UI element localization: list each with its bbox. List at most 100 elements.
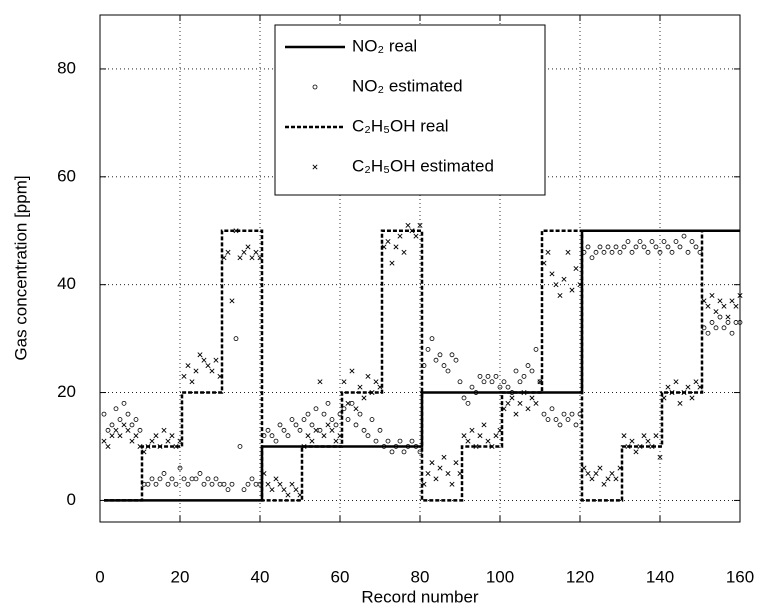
marker	[381, 244, 387, 250]
marker	[293, 422, 299, 428]
marker	[149, 438, 155, 444]
marker	[689, 239, 695, 244]
marker	[657, 249, 663, 255]
marker	[669, 249, 675, 255]
marker	[129, 438, 135, 444]
marker	[105, 443, 111, 450]
marker	[661, 395, 667, 401]
marker	[241, 487, 247, 493]
marker	[341, 379, 347, 385]
marker	[273, 476, 279, 482]
marker	[369, 417, 375, 422]
marker	[241, 249, 247, 255]
marker	[593, 470, 599, 476]
marker	[585, 244, 591, 250]
marker	[597, 465, 603, 471]
marker	[725, 320, 731, 325]
marker	[541, 411, 547, 417]
marker	[497, 384, 503, 390]
marker	[489, 443, 495, 450]
marker	[441, 454, 447, 460]
marker	[693, 379, 699, 385]
marker	[117, 433, 123, 439]
marker	[297, 492, 303, 498]
x-tick-label: 140	[646, 567, 674, 586]
marker	[697, 384, 703, 390]
marker	[337, 433, 343, 439]
marker	[157, 476, 163, 482]
marker	[181, 373, 187, 379]
x-tick-label: 160	[726, 567, 754, 586]
marker	[165, 481, 171, 487]
marker	[213, 476, 219, 482]
marker	[605, 244, 611, 250]
marker	[341, 406, 347, 412]
y-tick-label: 80	[57, 58, 76, 77]
marker	[113, 406, 119, 412]
marker	[385, 239, 391, 245]
marker	[121, 400, 127, 406]
marker	[193, 368, 199, 374]
marker	[329, 417, 335, 422]
marker	[677, 400, 683, 406]
marker	[301, 443, 307, 450]
marker	[589, 255, 595, 261]
y-axis-label: Gas concentration [ppm]	[11, 175, 30, 360]
marker	[269, 487, 275, 493]
marker	[249, 476, 255, 482]
marker	[565, 249, 571, 255]
marker	[557, 292, 563, 298]
marker	[453, 460, 459, 466]
marker	[373, 438, 379, 444]
marker	[137, 443, 143, 450]
marker	[657, 454, 663, 460]
marker	[313, 427, 319, 433]
marker	[329, 427, 335, 433]
marker	[709, 320, 715, 325]
marker	[525, 363, 531, 368]
marker	[697, 249, 703, 255]
marker	[393, 244, 399, 250]
marker	[717, 298, 723, 304]
marker	[161, 471, 167, 476]
marker	[453, 357, 459, 363]
marker	[517, 379, 523, 385]
marker	[389, 449, 395, 455]
marker	[133, 417, 139, 422]
x-tick-label: 20	[171, 567, 190, 586]
marker	[301, 417, 307, 422]
marker	[581, 465, 587, 471]
marker	[233, 228, 239, 234]
x-tick-label: 100	[486, 567, 514, 586]
marker	[293, 487, 299, 493]
marker	[317, 427, 323, 433]
marker	[137, 427, 143, 433]
marker	[597, 244, 603, 250]
marker	[125, 427, 131, 433]
marker	[409, 438, 415, 444]
marker	[637, 443, 643, 450]
marker	[393, 444, 399, 449]
marker	[505, 384, 511, 390]
marker	[277, 422, 283, 428]
marker	[369, 390, 375, 396]
marker	[105, 427, 111, 433]
marker	[737, 320, 743, 325]
marker	[345, 417, 351, 422]
marker	[305, 411, 311, 417]
marker	[525, 406, 531, 412]
marker	[445, 368, 451, 374]
x-axis-label: Record number	[361, 587, 479, 606]
marker	[473, 443, 479, 450]
marker	[609, 470, 615, 476]
marker	[457, 379, 463, 385]
marker	[133, 433, 139, 439]
marker	[221, 255, 227, 261]
y-tick-label: 40	[57, 274, 76, 293]
marker	[397, 438, 403, 444]
marker	[465, 438, 471, 444]
marker	[309, 438, 315, 444]
marker	[289, 417, 295, 422]
marker	[673, 239, 679, 244]
marker	[253, 249, 259, 255]
